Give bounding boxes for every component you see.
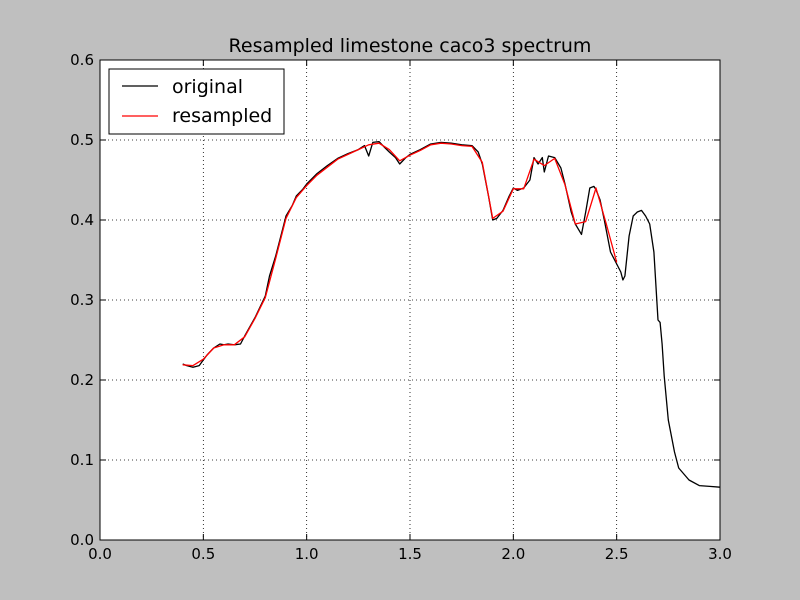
x-tick-label: 2.0: [501, 545, 525, 563]
x-tick-label: 0.0: [88, 545, 112, 563]
y-tick-label: 0.6: [70, 51, 94, 69]
series-line-resampled: [182, 142, 618, 367]
y-tick-label: 0.0: [70, 531, 94, 549]
series-line-original: [182, 140, 721, 488]
legend: original resampled: [108, 68, 285, 135]
ticks: [99, 59, 721, 541]
tick-labels: 0.0 0.5 1.0 1.5 2.0 2.5 3.0 0.0 0.1 0.2 0.3 0.4 0.5 0…: [70, 51, 732, 563]
chart-title: Resampled limestone caco3 spectrum: [229, 35, 592, 57]
legend-label-original: original: [172, 76, 243, 98]
legend-label-resampled: resampled: [172, 105, 272, 127]
x-tick-label: 3.0: [708, 545, 732, 563]
x-tick-label: 1.0: [295, 545, 319, 563]
y-tick-label: 0.3: [70, 291, 94, 309]
y-tick-label: 0.2: [70, 371, 94, 389]
x-tick-label: 1.5: [398, 545, 422, 563]
legend-box: [108, 68, 285, 135]
series-layer: [182, 140, 721, 488]
y-tick-label: 0.5: [70, 131, 94, 149]
x-tick-label: 2.5: [605, 545, 629, 563]
x-tick-label: 0.5: [191, 545, 215, 563]
y-tick-label: 0.4: [70, 211, 94, 229]
y-tick-label: 0.1: [70, 451, 94, 469]
grid: [100, 60, 720, 540]
